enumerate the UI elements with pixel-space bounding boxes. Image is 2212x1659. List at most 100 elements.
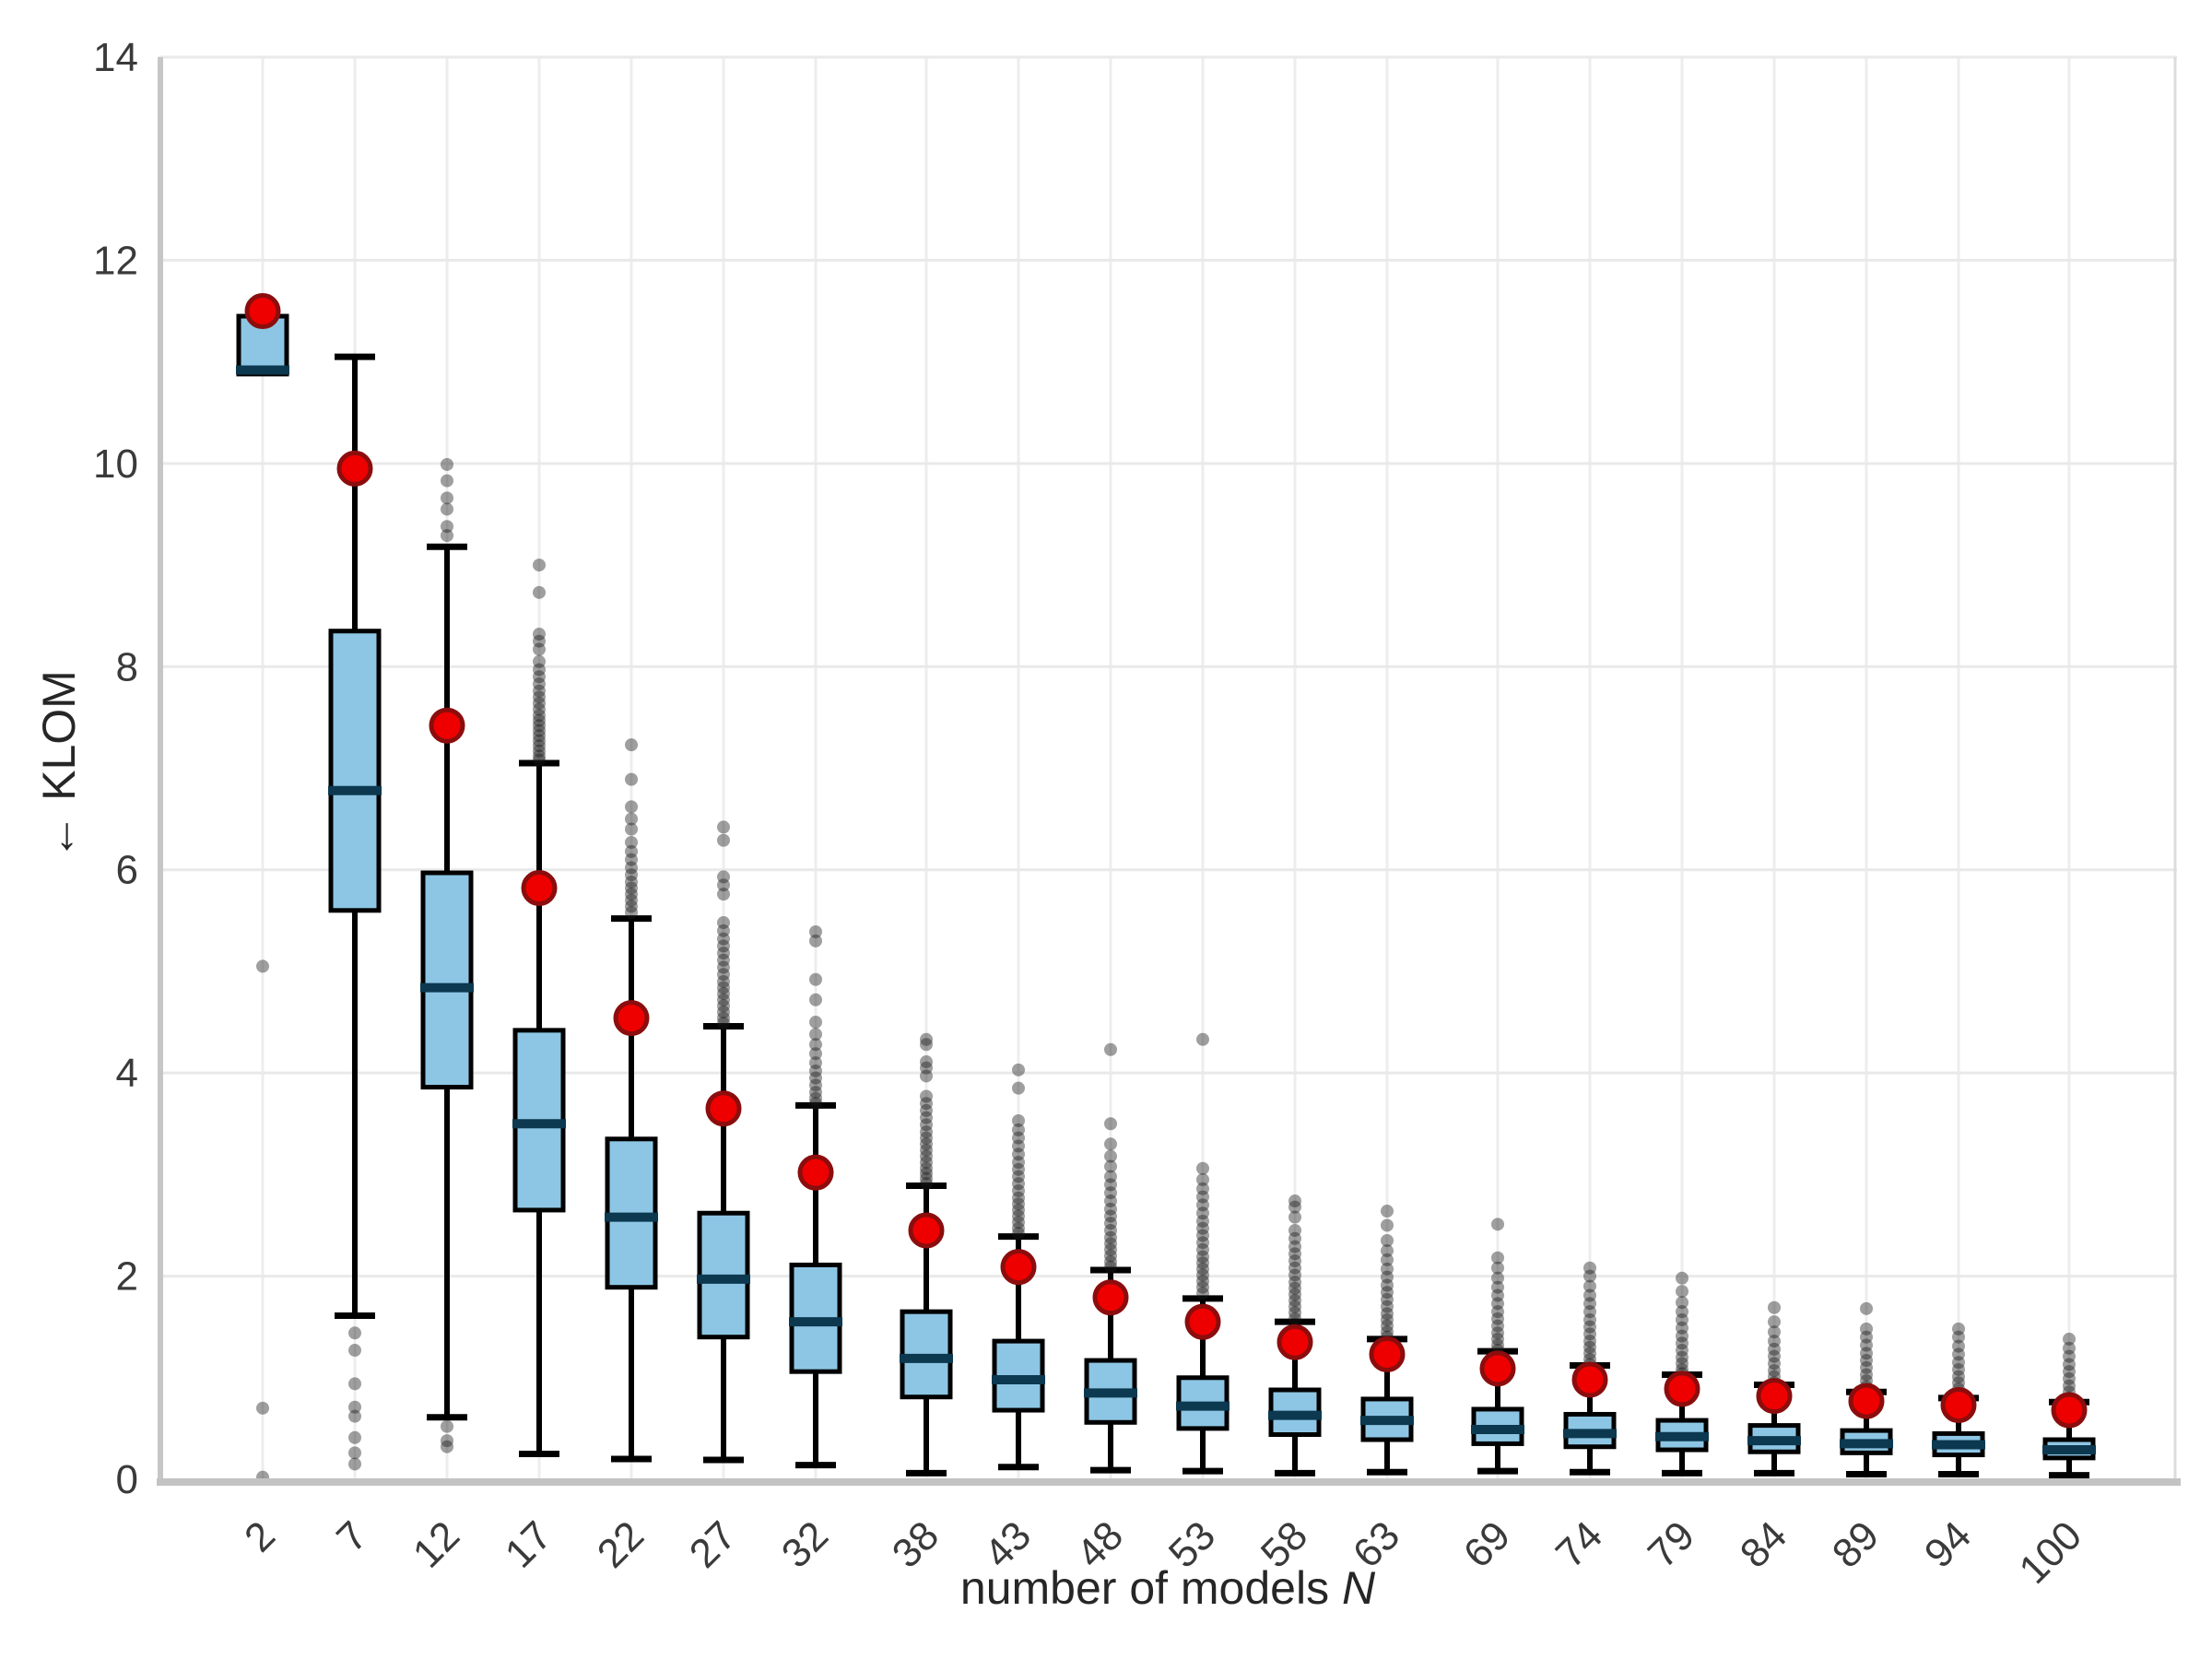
mean-dot [336,450,373,487]
outlier-dot [1012,1209,1025,1223]
mean-dot [1000,1249,1037,1286]
outlier-dot [809,972,822,986]
outlier-dot [809,1028,822,1041]
outlier-dot [1491,1288,1504,1302]
outlier-dot [1381,1312,1394,1326]
outlier-dot [1491,1305,1504,1319]
outlier-dot [1381,1319,1394,1333]
outlier-dot [717,1011,730,1025]
outlier-dot [920,1161,933,1175]
outlier-dot [920,1149,933,1163]
outlier-dot [256,1401,269,1415]
outlier-dot [920,1103,933,1117]
outlier-dot [1860,1347,1873,1360]
outlier-dot [1012,1183,1025,1197]
outlier-dot [533,753,546,767]
mean-dot [1277,1324,1313,1360]
outlier-dot [625,835,638,849]
outlier-dot [717,947,730,960]
outlier-dot [1491,1338,1504,1352]
outlier-dot [625,800,638,814]
outlier-dot [1012,1081,1025,1095]
outlier-dot [1196,1206,1209,1220]
outlier-dot [717,953,730,967]
outlier-dot [1860,1322,1873,1335]
outlier-dot [533,734,546,747]
outlier-dot [625,881,638,895]
outlier-dot [1583,1327,1596,1341]
box-group-n94 [1932,1322,1985,1477]
mean-dot [1092,1279,1129,1316]
outlier-dot [625,888,638,901]
outlier-dot [1012,1063,1025,1077]
outlier-dot [1381,1218,1394,1232]
outlier-dot [1196,1229,1209,1242]
outlier-dot [1196,1198,1209,1212]
outlier-dot [348,1326,361,1340]
outlier-dot [1381,1262,1394,1276]
outlier-dot [1288,1281,1301,1295]
outlier-dot [717,833,730,847]
outlier-dot [1583,1261,1596,1275]
box-group-n58 [1268,1194,1322,1477]
outlier-dot [1012,1170,1025,1183]
outlier-dot [533,663,546,677]
outlier-dot [809,1047,822,1061]
y-tick-label: 2 [116,1254,138,1300]
outlier-dot [717,1017,730,1030]
outlier-dot [1104,1209,1117,1223]
box-group-n48 [1084,1042,1137,1474]
y-axis-title: ← KLOM [33,670,85,860]
outlier-dot [533,677,546,691]
outlier-dot [1012,1147,1025,1161]
outlier-dot [717,987,730,1001]
outlier-dot [1676,1271,1688,1285]
outlier-dot [533,585,546,599]
outlier-dot [1676,1321,1688,1335]
box-group-n2 [236,293,289,1484]
outlier-dot [1288,1300,1301,1313]
outlier-dot [920,1032,933,1046]
outlier-dot [1583,1320,1596,1334]
outlier-dot [717,960,730,974]
box-group-n7 [328,353,382,1471]
outlier-dot [1196,1287,1209,1300]
outlier-dot [1288,1276,1301,1289]
outlier-dot [1288,1268,1301,1282]
outlier-dot [920,1171,933,1185]
outlier-dot [1196,1190,1209,1204]
box-group-n84 [1747,1300,1801,1477]
outlier-dot [625,853,638,866]
outlier-dot [809,1056,822,1070]
outlier-dot [625,861,638,875]
outlier-dot [441,1440,453,1453]
outlier-dot [1196,1172,1209,1186]
mean-dot [1369,1335,1406,1372]
outlier-dot [441,1419,453,1433]
mean-dot [1756,1378,1793,1415]
outlier-dot [625,875,638,888]
outlier-dot [1196,1161,1209,1175]
box-group-n53 [1176,1032,1230,1475]
outlier-dot [809,1016,822,1030]
outlier-dot [1196,1268,1209,1282]
outlier-dot [1012,1221,1025,1235]
outlier-dot [809,924,822,938]
outlier-dot [533,749,546,763]
outlier-dot [1196,1032,1209,1046]
outlier-dot [1381,1233,1394,1247]
outlier-dot [717,993,730,1006]
outlier-dot [533,642,546,656]
box-group-n69 [1471,1218,1524,1475]
outlier-dot [717,968,730,982]
outlier-dot [1583,1269,1596,1283]
outlier-dot [1196,1256,1209,1270]
y-tick-label: 8 [116,644,138,689]
outlier-dot [1104,1260,1117,1274]
mean-dot [797,1154,834,1191]
outlier-dot [1196,1236,1209,1250]
outlier-dot [1288,1240,1301,1253]
outlier-dot [533,559,546,572]
outlier-dot [2063,1365,2076,1379]
